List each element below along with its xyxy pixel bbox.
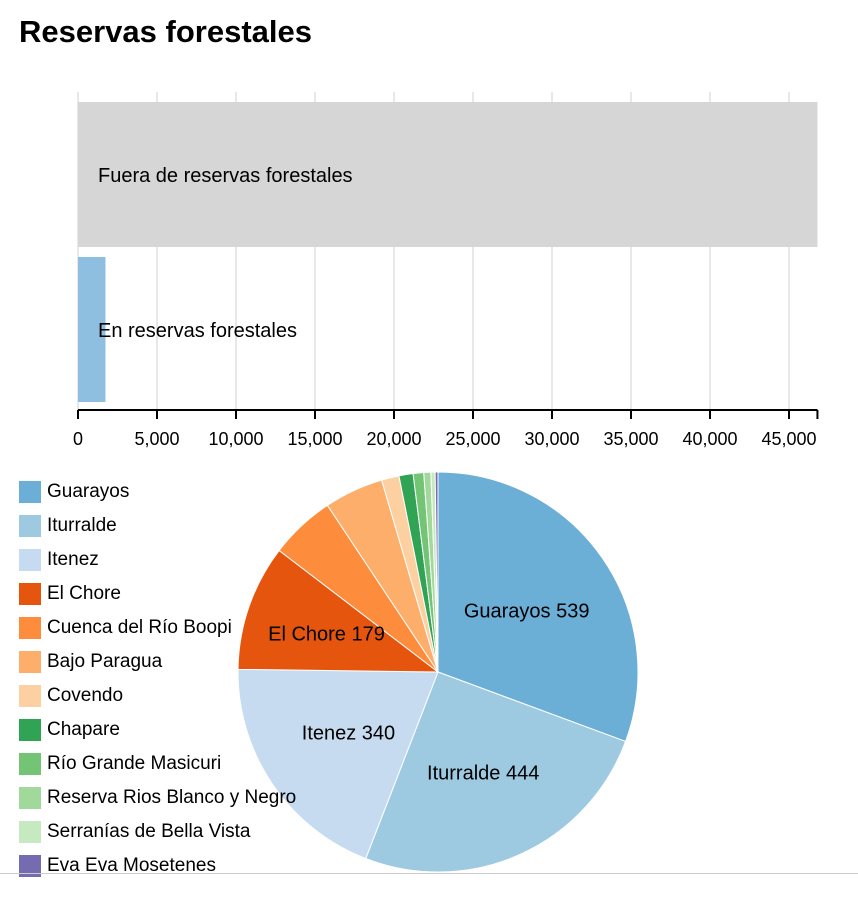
legend-label: Cuenca del Río Boopi — [47, 617, 232, 638]
legend-swatch — [19, 583, 41, 605]
legend-swatch — [19, 549, 41, 571]
x-tick-label: 35,000 — [603, 429, 658, 449]
legend-item: Itenez — [19, 543, 296, 577]
legend-item: Serranías de Bella Vista — [19, 815, 296, 849]
legend-item: Iturralde — [19, 509, 296, 543]
legend-item: Cuenca del Río Boopi — [19, 611, 296, 645]
pie-data-label: Iturralde 444 — [427, 762, 539, 784]
pie-slice — [434, 471, 439, 673]
x-tick-label: 0 — [73, 429, 83, 449]
pie-data-label: Itenez 340 — [302, 722, 395, 744]
pie-slice — [237, 668, 439, 860]
legend-item: Chapare — [19, 713, 296, 747]
x-tick-label: 10,000 — [208, 429, 263, 449]
legend-label: Guarayos — [47, 481, 130, 502]
pie-slice — [437, 471, 639, 743]
legend-label: Iturralde — [47, 515, 117, 536]
legend-swatch — [19, 515, 41, 537]
legend-item: El Chore — [19, 577, 296, 611]
legend-label: Reserva Rios Blanco y Negro — [47, 787, 297, 808]
legend-label: Itenez — [47, 549, 99, 570]
legend-swatch — [19, 685, 41, 707]
legend-label: Chapare — [47, 719, 120, 740]
divider — [0, 873, 858, 874]
legend-swatch — [19, 787, 41, 809]
x-tick-label: 30,000 — [524, 429, 579, 449]
x-tick-label: 20,000 — [366, 429, 421, 449]
bar — [78, 102, 818, 247]
pie-legend: Guarayos Iturralde Itenez El Chore Cuenca de… — [19, 475, 296, 883]
x-tick-label: 5,000 — [134, 429, 179, 449]
x-tick-label: 40,000 — [682, 429, 737, 449]
pie-slice — [365, 671, 627, 873]
pie-slice — [237, 549, 440, 673]
legend-swatch — [19, 719, 41, 741]
x-tick-label: 45,000 — [761, 429, 816, 449]
pie-data-label: El Chore 179 — [268, 623, 385, 645]
legend-item: Eva Eva Mosetenes — [19, 849, 296, 883]
page-title: Reservas forestales — [19, 14, 312, 49]
bar-label: Fuera de reservas forestales — [98, 165, 353, 187]
legend-swatch — [19, 481, 41, 503]
legend-item: Guarayos — [19, 475, 296, 509]
legend-item: Covendo — [19, 679, 296, 713]
legend-swatch — [19, 821, 41, 843]
legend-item: Reserva Rios Blanco y Negro — [19, 781, 296, 815]
legend-item: Bajo Paragua — [19, 645, 296, 679]
legend-label: Covendo — [47, 685, 124, 706]
legend-label: Serranías de Bella Vista — [47, 821, 251, 842]
bar — [78, 257, 106, 402]
legend-item: Río Grande Masicuri — [19, 747, 296, 781]
legend-swatch — [19, 855, 41, 877]
x-tick-label: 25,000 — [445, 429, 500, 449]
pie-data-label: Guarayos 539 — [464, 600, 590, 622]
x-tick-label: 15,000 — [287, 429, 342, 449]
legend-swatch — [19, 651, 41, 673]
legend-label: Eva Eva Mosetenes — [47, 855, 216, 876]
legend-label: Bajo Paragua — [47, 651, 163, 672]
bar-label: En reservas forestales — [98, 320, 297, 342]
legend-swatch — [19, 617, 41, 639]
legend-label: Río Grande Masicuri — [47, 753, 222, 774]
legend-label: El Chore — [47, 583, 121, 604]
legend-swatch — [19, 753, 41, 775]
